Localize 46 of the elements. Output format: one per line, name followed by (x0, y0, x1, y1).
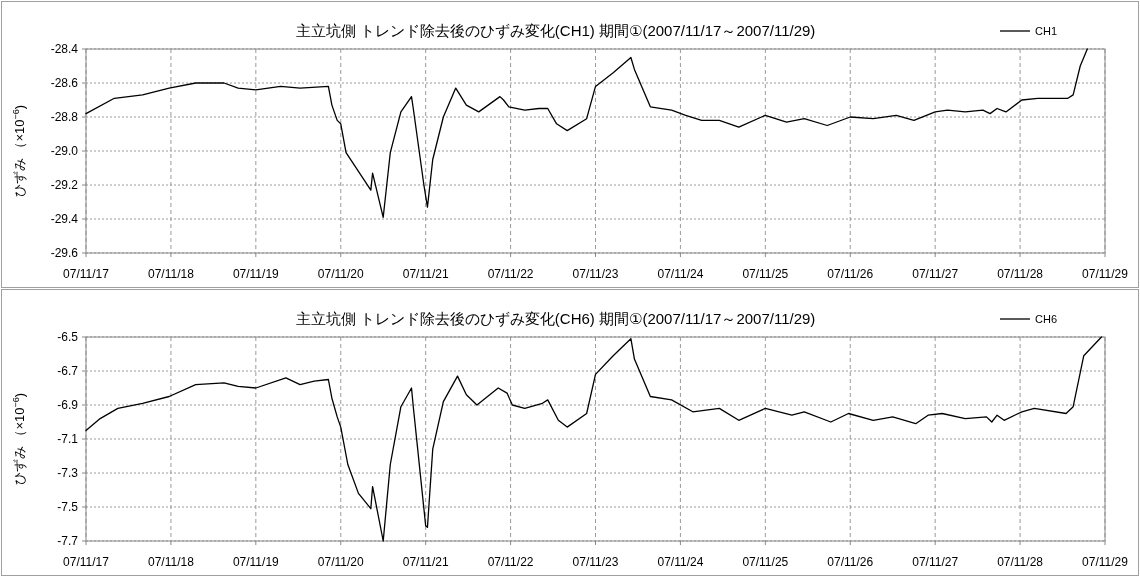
y-tick-label: -6.7 (57, 364, 79, 378)
chart-title: 主立坑側 トレンド除去後のひずみ変化(CH6) 期間①(2007/11/17～2007/11/29) (295, 310, 816, 328)
chart-title: 主立坑側 トレンド除去後のひずみ変化(CH1) 期間①(2007/11/17～2007/11/29) (295, 22, 816, 40)
x-tick-label: 07/11/22 (487, 555, 534, 569)
y-tick-label: -29.0 (50, 144, 79, 158)
y-tick-label: -6.5 (57, 330, 79, 344)
x-tick-label: 07/11/20 (317, 555, 364, 569)
y-tick-label: -7.7 (57, 534, 79, 548)
x-tick-label: 07/11/25 (742, 267, 789, 281)
y-tick-label: -29.2 (50, 178, 79, 192)
y-tick-label: -29.4 (50, 212, 79, 226)
x-tick-label: 07/11/23 (572, 267, 619, 281)
y-tick-label: -28.6 (50, 76, 79, 90)
y-tick-label: -7.1 (57, 432, 79, 446)
x-tick-label: 07/11/18 (148, 267, 195, 281)
x-tick-label: 07/11/21 (402, 555, 449, 569)
x-tick-label: 07/11/28 (997, 267, 1044, 281)
x-tick-label: 07/11/25 (742, 555, 789, 569)
x-tick-label: 07/11/29 (1082, 267, 1129, 281)
x-tick-label: 07/11/26 (827, 267, 874, 281)
x-tick-label: 07/11/29 (1082, 555, 1129, 569)
y-tick-label: -7.3 (57, 466, 79, 480)
y-tick-label: -28.8 (50, 110, 79, 124)
x-tick-label: 07/11/18 (148, 555, 195, 569)
x-tick-label: 07/11/17 (63, 555, 110, 569)
line-series (85, 336, 1103, 542)
y-tick-label: -7.5 (57, 500, 79, 514)
x-tick-label: 07/11/27 (912, 267, 959, 281)
x-tick-label: 07/11/17 (63, 267, 110, 281)
legend-label: CH6 (1035, 313, 1058, 325)
x-tick-label: 07/11/22 (487, 267, 534, 281)
x-tick-label: 07/11/19 (232, 267, 280, 281)
x-tick-label: 07/11/21 (402, 267, 449, 281)
x-tick-label: 07/11/28 (997, 555, 1044, 569)
x-tick-label: 07/11/24 (657, 555, 704, 569)
line-series (85, 48, 1088, 218)
y-tick-label: -6.9 (57, 398, 79, 412)
x-tick-label: 07/11/27 (912, 555, 959, 569)
x-tick-label: 07/11/26 (827, 555, 874, 569)
x-tick-label: 07/11/20 (317, 267, 364, 281)
x-tick-label: 07/11/24 (657, 267, 704, 281)
y-tick-label: -28.4 (50, 42, 79, 56)
y-tick-label: -29.6 (50, 246, 79, 260)
x-tick-label: 07/11/23 (572, 555, 619, 569)
x-tick-label: 07/11/19 (232, 555, 280, 569)
legend-label: CH1 (1035, 25, 1058, 37)
